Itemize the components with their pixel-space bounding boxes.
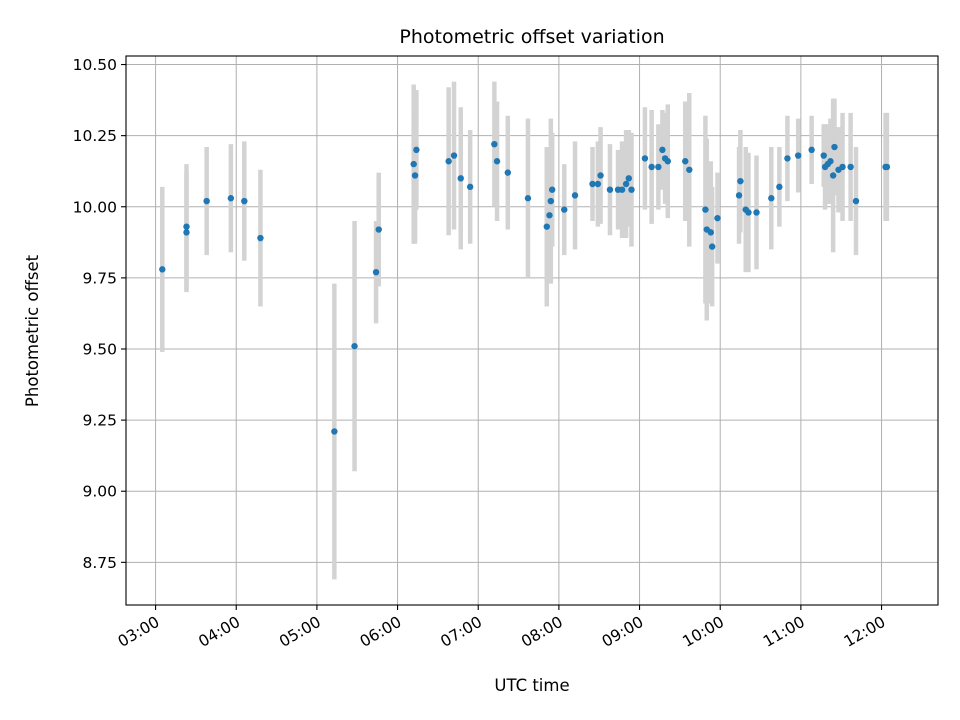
y-tick-label: 10.50 [73,56,117,74]
data-point [852,197,860,205]
data-point [839,163,846,171]
plot-frame [125,55,939,606]
y-axis-title: Photometric offset [23,254,42,407]
data-point [159,266,166,273]
data-point [831,143,838,151]
data-point [466,183,474,191]
data-point [491,140,498,148]
data-point [606,186,614,193]
y-tick-label: 9.25 [82,412,117,430]
data-point [655,163,662,171]
data-point [543,223,550,230]
data-point [493,158,501,165]
data-point [241,197,248,205]
data-point [597,172,604,179]
data-point [372,268,380,276]
data-point [708,243,716,250]
data-point [594,180,602,188]
y-tick-label: 9.75 [82,269,117,287]
data-points [159,140,891,435]
data-point [546,212,553,219]
data-point [524,195,532,202]
data-point [450,152,458,159]
chart-title: Photometric offset variation [399,26,664,48]
data-point [351,342,358,350]
data-point [794,152,802,159]
data-point [686,166,693,173]
y-tick-label: 9.50 [82,340,117,358]
data-point [375,226,382,233]
data-point [745,209,752,216]
data-point [504,169,512,176]
data-point [664,158,671,165]
data-point [410,160,417,168]
data-point [768,195,775,202]
data-point [648,163,655,171]
data-point [257,234,264,242]
y-tick-label: 8.75 [82,554,117,572]
data-point [571,192,579,199]
data-point [641,155,649,162]
data-point [753,209,760,216]
y-tick-label: 10.25 [73,127,117,145]
data-point [589,180,596,188]
data-point [547,197,555,205]
data-point [883,163,891,171]
y-tick-label: 10.00 [73,198,117,216]
data-point [714,214,721,222]
data-point [331,428,338,435]
data-point [445,158,452,165]
data-point [411,172,419,179]
data-point [457,175,464,182]
data-point [183,229,190,236]
data-point [808,146,815,154]
data-point [827,158,834,165]
data-point [682,158,689,165]
data-point [784,155,791,162]
data-point [622,180,630,188]
data-point [847,163,854,171]
data-point [203,197,210,205]
x-axis-title: UTC time [494,676,569,695]
data-point [628,186,635,193]
data-point [618,186,626,193]
data-point [561,206,568,213]
data-point [413,146,420,154]
data-point [829,172,837,179]
data-point [776,183,783,191]
data-point [707,229,715,236]
y-axis: 8.75 9.00 9.25 9.50 9.75 10.00 10.25 10.50 [73,56,126,572]
y-tick-label: 9.00 [82,483,117,501]
data-point [625,175,632,182]
data-point [659,146,666,154]
data-point [548,186,556,193]
data-point [735,192,743,199]
data-point [737,177,744,185]
data-point [183,223,190,230]
data-point [227,195,235,202]
data-point [702,206,709,213]
data-point [820,152,827,159]
